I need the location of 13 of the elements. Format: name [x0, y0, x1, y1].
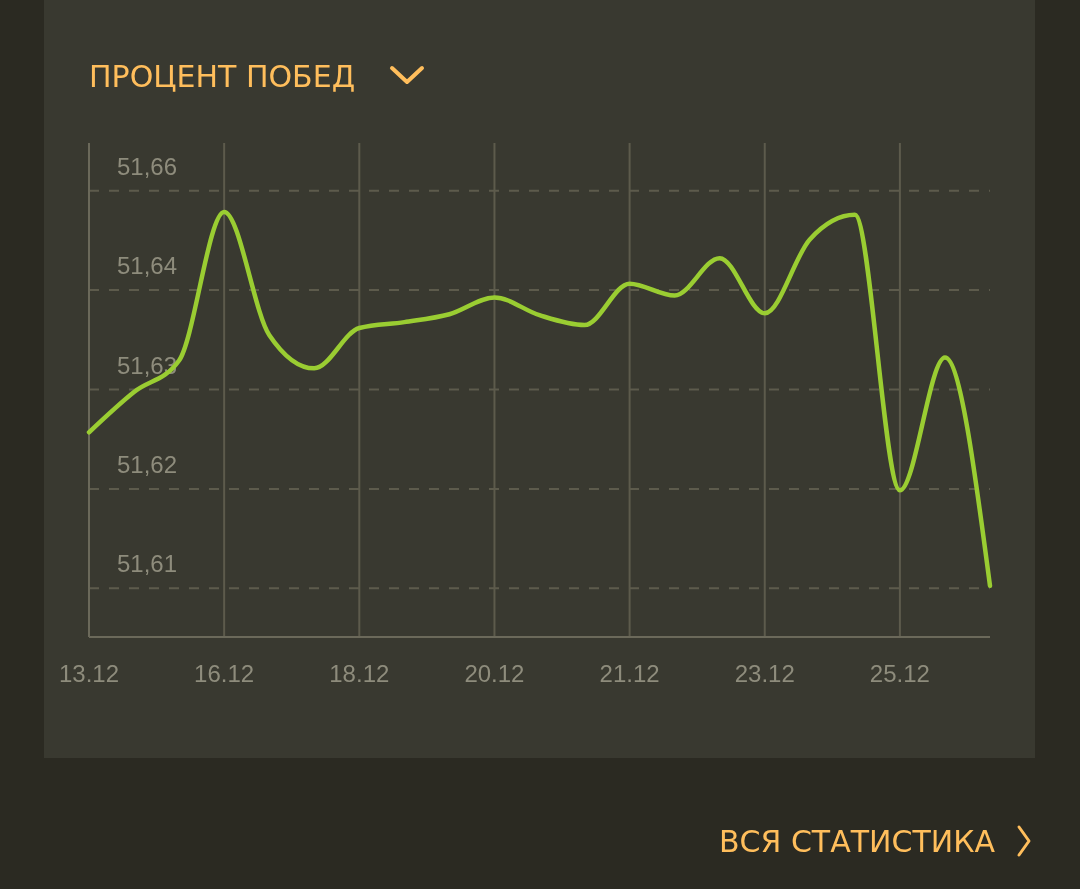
x-tick-label: 23.12: [734, 660, 795, 687]
y-tick-label: 51,64: [117, 252, 178, 280]
x-tick-label: 18.12: [329, 660, 390, 687]
x-tick-label: 20.12: [464, 660, 525, 687]
x-tick-label: 13.12: [58, 660, 120, 687]
chart-title: ПРОЦЕНТ ПОБЕД: [89, 59, 356, 94]
text: ВСЯ СТАТИСТИКА: [718, 824, 996, 859]
x-tick-label: 16.12: [194, 660, 255, 687]
y-tick-label: 51,62: [117, 450, 178, 478]
y-tick-label: 51,61: [117, 550, 178, 578]
x-tick-label: 21.12: [599, 660, 660, 687]
x-tick-label: 25.12: [869, 660, 930, 687]
y-tick-label: 51,66: [117, 152, 178, 180]
